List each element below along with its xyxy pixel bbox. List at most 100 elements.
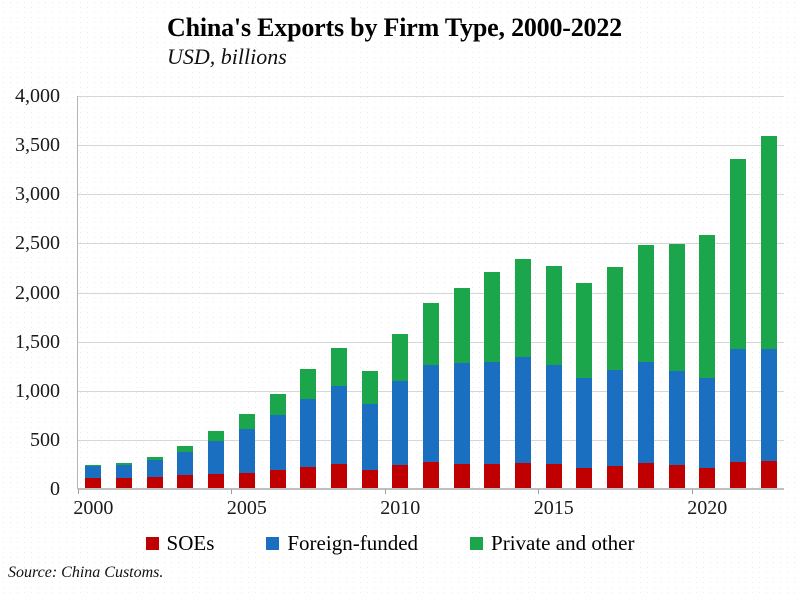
x-axis-tick bbox=[691, 489, 693, 494]
x-axis-tick bbox=[384, 489, 386, 494]
bar-segment-private-and-other-2003 bbox=[177, 445, 194, 452]
gridline-3000 bbox=[78, 194, 784, 196]
bar-segment-soes-2009 bbox=[361, 470, 378, 489]
bar-2007 bbox=[300, 96, 317, 489]
bar-segment-soes-2020 bbox=[699, 468, 716, 489]
bar-segment-soes-2015 bbox=[545, 463, 562, 489]
bar-segment-foreign-funded-2014 bbox=[515, 357, 532, 463]
bar-2022 bbox=[760, 96, 777, 489]
x-tick-label-2000: 2000 bbox=[73, 497, 114, 519]
chart-legend: SOEs Foreign-funded Private and other bbox=[0, 531, 780, 556]
bar-segment-soes-2012 bbox=[453, 463, 470, 489]
bar-2013 bbox=[484, 96, 501, 489]
legend-label: SOEs bbox=[166, 531, 215, 555]
bar-segment-foreign-funded-2022 bbox=[760, 349, 777, 461]
x-tick-label-2020: 2020 bbox=[687, 497, 728, 519]
bar-segment-soes-2014 bbox=[515, 462, 532, 489]
bar-segment-private-and-other-2005 bbox=[238, 414, 255, 429]
bar-segment-foreign-funded-2003 bbox=[177, 451, 194, 476]
bar-segment-private-and-other-2018 bbox=[637, 244, 654, 362]
private-and-other-swatch-icon bbox=[470, 537, 484, 550]
y-axis-labels: 0 500 1,000 1,500 2,000 2,500 3,000 3,500 4,000 bbox=[0, 85, 60, 500]
x-tick-label-2005: 2005 bbox=[226, 497, 267, 519]
bar-segment-soes-2003 bbox=[177, 475, 194, 489]
legend-item-private-and-other: Private and other bbox=[470, 531, 634, 556]
y-tick-label: 500 bbox=[30, 428, 60, 451]
bar-segment-soes-2022 bbox=[760, 460, 777, 489]
y-tick-label: 3,000 bbox=[15, 183, 60, 206]
gridline-2500 bbox=[78, 243, 784, 245]
bar-2015 bbox=[545, 96, 562, 489]
gridline-3500 bbox=[78, 145, 784, 147]
bar-segment-soes-2007 bbox=[300, 467, 317, 489]
legend-item-foreign-funded: Foreign-funded bbox=[266, 531, 418, 556]
x-axis-tick bbox=[231, 489, 233, 494]
bar-segment-soes-2005 bbox=[238, 472, 255, 489]
bar-segment-private-and-other-2000 bbox=[85, 464, 102, 466]
bar-2014 bbox=[515, 96, 532, 489]
bar-segment-foreign-funded-2012 bbox=[453, 363, 470, 464]
bar-segment-foreign-funded-2000 bbox=[85, 465, 102, 478]
bar-2017 bbox=[607, 96, 624, 489]
bar-segment-foreign-funded-2009 bbox=[361, 404, 378, 471]
bar-2006 bbox=[269, 96, 286, 489]
bar-segment-foreign-funded-2006 bbox=[269, 414, 286, 471]
bar-2016 bbox=[576, 96, 593, 489]
bar-segment-foreign-funded-2019 bbox=[668, 370, 685, 465]
chart-title: China's Exports by Firm Type, 2000-2022 bbox=[167, 13, 622, 42]
foreign-funded-swatch-icon bbox=[266, 537, 280, 550]
x-tick-label-2010: 2010 bbox=[380, 497, 421, 519]
y-tick-label: 2,500 bbox=[15, 232, 60, 255]
bar-segment-private-and-other-2011 bbox=[423, 302, 439, 365]
bar-segment-soes-2021 bbox=[729, 462, 746, 489]
bar-2011 bbox=[423, 96, 439, 489]
bar-2003 bbox=[177, 96, 194, 489]
x-tick-label-2015: 2015 bbox=[533, 497, 574, 519]
bar-segment-private-and-other-2004 bbox=[208, 430, 225, 441]
bar-segment-foreign-funded-2018 bbox=[637, 361, 654, 464]
bar-2020 bbox=[699, 96, 716, 489]
bar-segment-private-and-other-2016 bbox=[576, 282, 593, 379]
x-axis-line bbox=[78, 488, 784, 490]
bar-segment-private-and-other-2001 bbox=[116, 462, 133, 465]
y-tick-label: 1,500 bbox=[15, 330, 60, 353]
bar-segment-private-and-other-2007 bbox=[300, 369, 317, 399]
bar-2004 bbox=[208, 96, 225, 489]
bar-segment-private-and-other-2008 bbox=[330, 348, 347, 387]
bar-segment-soes-2000 bbox=[85, 477, 102, 489]
legend-label: Private and other bbox=[491, 531, 635, 555]
bar-segment-private-and-other-2013 bbox=[484, 271, 501, 362]
bar-segment-foreign-funded-2013 bbox=[484, 361, 501, 465]
bar-segment-foreign-funded-2010 bbox=[392, 380, 409, 466]
bar-2001 bbox=[116, 96, 133, 489]
bar-segment-private-and-other-2010 bbox=[392, 333, 409, 381]
bar-2009 bbox=[361, 96, 378, 489]
bar-2002 bbox=[146, 96, 163, 489]
bar-segment-private-and-other-2002 bbox=[146, 457, 163, 461]
bar-2005 bbox=[238, 96, 255, 489]
bar-2012 bbox=[453, 96, 470, 489]
bar-2010 bbox=[392, 96, 409, 489]
bar-segment-soes-2010 bbox=[392, 465, 409, 489]
bar-2008 bbox=[330, 96, 347, 489]
bar-segment-soes-2008 bbox=[330, 463, 347, 489]
bar-2021 bbox=[729, 96, 746, 489]
bar-segment-foreign-funded-2005 bbox=[238, 428, 255, 473]
bar-segment-foreign-funded-2016 bbox=[576, 378, 593, 469]
bar-segment-private-and-other-2021 bbox=[729, 158, 746, 349]
bar-segment-foreign-funded-2001 bbox=[116, 464, 133, 478]
bar-segment-private-and-other-2015 bbox=[545, 265, 562, 366]
bar-segment-soes-2016 bbox=[576, 468, 593, 489]
bar-segment-soes-2006 bbox=[269, 470, 286, 489]
bar-segment-foreign-funded-2007 bbox=[300, 398, 317, 467]
x-axis-tick bbox=[538, 489, 540, 494]
bar-segment-private-and-other-2022 bbox=[760, 135, 777, 349]
soes-swatch-icon bbox=[145, 537, 159, 550]
x-axis-tick-labels: 2000 2005 2010 2015 2020 bbox=[73, 497, 784, 523]
bar-segment-soes-2019 bbox=[668, 464, 685, 489]
gridline-2000 bbox=[78, 292, 784, 294]
bar-segment-private-and-other-2006 bbox=[269, 393, 286, 415]
y-tick-label: 3,500 bbox=[15, 134, 60, 157]
y-tick-label: 2,000 bbox=[15, 281, 60, 304]
